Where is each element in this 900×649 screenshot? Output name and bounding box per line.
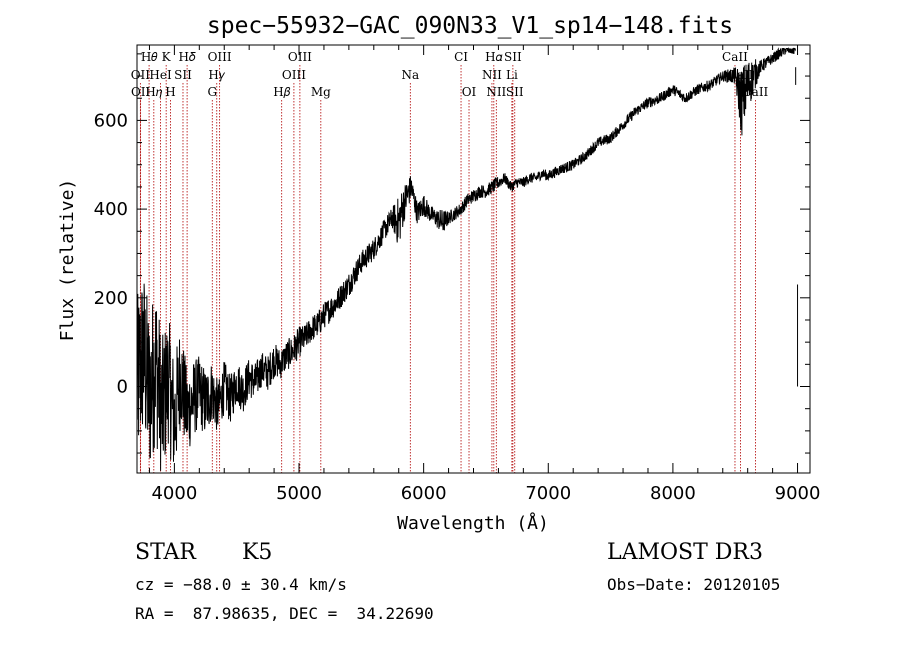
survey-name: LAMOST DR3 (607, 540, 763, 565)
spectral-line-label: NII (486, 85, 506, 99)
y-axis: 0 200 400 600 (94, 53, 810, 454)
spectral-line-label: SII (504, 50, 522, 64)
spectral-line-label: H (165, 85, 175, 99)
spectral-line-label: K (162, 50, 172, 64)
x-tick-label: 8000 (650, 483, 696, 504)
observation-date: Obs−Date: 20120105 (607, 575, 781, 594)
spectral-line-label: H𝜃 (141, 50, 158, 64)
y-tick-label: 600 (94, 110, 128, 131)
object-class: STAR (135, 540, 196, 565)
x-tick-label: 9000 (775, 483, 821, 504)
spectrum-line (136, 47, 797, 471)
spectral-line-label: G (207, 85, 217, 99)
plot-frame (136, 44, 811, 474)
object-subclass: K5 (242, 540, 273, 565)
spectral-line-label: SII (174, 68, 192, 82)
spectrum-series (136, 47, 799, 471)
x-tick-label: 4000 (151, 483, 197, 504)
spectral-line-label: CaII (722, 50, 748, 64)
redshift-cz: cz = −88.0 ± 30.4 km/s (135, 575, 347, 594)
chart-title: spec−55932−GAC_090N33_V1_sp14−148.fits (207, 13, 733, 39)
y-tick-label: 400 (94, 199, 128, 220)
x-axis: 4000 5000 6000 7000 8000 9000 (148, 45, 821, 504)
spectral-line-label: OII (131, 85, 151, 99)
x-tick-label: 7000 (525, 483, 571, 504)
spectral-line-label: OII (131, 68, 151, 82)
y-axis-label: Flux (relative) (57, 179, 78, 342)
spectral-line-label: H𝛼 (485, 50, 502, 64)
spectral-line-label: Li (506, 68, 518, 82)
spectral-line-label: SII (506, 85, 524, 99)
spectral-line-label: OIII (288, 50, 312, 64)
spectral-line-label: H𝜂 (145, 85, 162, 99)
x-axis-label: Wavelength (Å) (397, 512, 549, 534)
spectral-line-label: H𝛿 (179, 50, 196, 64)
x-tick-label: 6000 (401, 483, 447, 504)
x-tick-label: 5000 (276, 483, 322, 504)
spectral-line-label: OI (462, 85, 477, 99)
y-tick-label: 0 (117, 377, 128, 398)
spectral-line-label: NII (482, 68, 502, 82)
spectral-line-label: H𝛽 (273, 85, 290, 99)
y-tick-label: 200 (94, 288, 128, 309)
spectral-line-label: Na (401, 68, 419, 82)
spectral-line-label: OIII (282, 68, 306, 82)
spectral-line-label: OIII (208, 50, 232, 64)
spectral-line-label: H𝛾 (208, 68, 225, 82)
coordinates: RA = 87.98635, DEC = 34.22690 (135, 604, 434, 623)
spectral-line-label: CI (454, 50, 468, 64)
spectral-line-label: HeI (149, 68, 172, 82)
spectral-line-label: Mg (311, 85, 331, 99)
